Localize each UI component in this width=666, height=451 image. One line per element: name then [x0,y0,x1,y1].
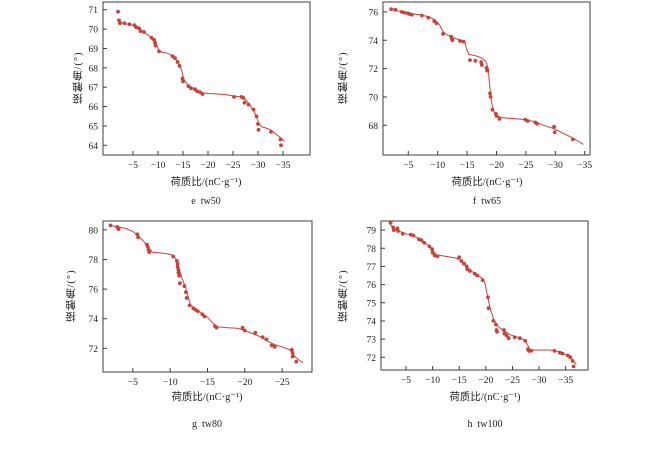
svg-text:76: 76 [89,286,99,296]
svg-text:−20: −20 [237,378,252,388]
svg-text:70: 70 [369,93,379,103]
svg-text:−15: −15 [452,376,467,386]
subplot-caption: e tw50 [191,196,221,207]
svg-text:64: 64 [89,142,99,152]
svg-text:78: 78 [367,245,377,255]
x-axis-label: 荷质比/(nC·g⁻¹) [449,392,521,403]
chart-canvas-h-tw100: −5 −10 −15 −20 −25 −30 −35 72 73 74 75 76 77 78 79 [367,220,589,386]
svg-text:−35: −35 [276,161,291,171]
chart-canvas-e-tw50: −5 −10 −15 −20 −25 −30 −35 64 65 66 67 68 69 70 71 [89,1,311,171]
svg-text:72: 72 [89,345,99,355]
x-axis-label: 荷质比/(nC·g⁻¹) [171,392,243,403]
svg-text:77: 77 [367,263,377,273]
svg-text:72: 72 [369,65,379,75]
svg-text:71: 71 [89,6,99,16]
svg-text:−35: −35 [558,376,573,386]
svg-text:−20: −20 [478,376,493,386]
svg-text:−5: −5 [128,378,138,388]
svg-text:78: 78 [89,256,99,266]
svg-text:74: 74 [89,315,99,325]
subplot-caption: g tw80 [192,419,222,430]
svg-text:−30: −30 [251,161,266,171]
chart-canvas-g-tw80: −5 −10 −15 −20 −25 72 74 76 78 80 [89,220,313,388]
chart-canvas-f-tw65: −5 −10 −15 −20 −25 −30 −35 68 70 72 74 76 [369,1,592,171]
subplot-caption: f tw65 [472,196,502,207]
svg-text:68: 68 [369,122,379,132]
svg-text:74: 74 [369,37,379,47]
svg-text:74: 74 [367,317,377,327]
svg-text:−25: −25 [505,376,520,386]
svg-text:70: 70 [89,26,99,36]
svg-text:69: 69 [89,45,99,55]
svg-text:72: 72 [367,354,377,364]
svg-text:68: 68 [89,64,99,74]
svg-text:80: 80 [89,226,99,236]
svg-text:67: 67 [89,84,99,94]
svg-text:−5: −5 [128,161,138,171]
svg-text:−15: −15 [176,161,191,171]
svg-text:75: 75 [367,299,377,309]
subplot-caption: h tw100 [467,419,503,430]
x-axis-label: 荷质比/(nC·g⁻¹) [170,177,242,188]
svg-text:−10: −10 [430,161,445,171]
svg-text:−20: −20 [489,161,504,171]
svg-text:73: 73 [367,336,377,346]
svg-text:−25: −25 [226,161,241,171]
svg-text:−25: −25 [275,378,290,388]
svg-text:76: 76 [367,281,377,291]
svg-text:76: 76 [369,8,379,18]
svg-text:−30: −30 [532,376,547,386]
svg-text:−5: −5 [401,376,411,386]
svg-text:−10: −10 [151,161,166,171]
svg-text:−25: −25 [518,161,533,171]
svg-text:66: 66 [89,103,99,113]
svg-text:−20: −20 [201,161,216,171]
svg-text:−10: −10 [425,376,440,386]
svg-text:−35: −35 [577,161,592,171]
svg-text:79: 79 [367,227,377,237]
svg-text:−10: −10 [163,378,178,388]
svg-text:−15: −15 [460,161,475,171]
svg-text:−5: −5 [403,161,413,171]
svg-text:65: 65 [89,122,99,132]
svg-text:−30: −30 [548,161,563,171]
svg-text:−15: −15 [200,378,215,388]
x-axis-label: 荷质比/(nC·g⁻¹) [451,177,523,188]
